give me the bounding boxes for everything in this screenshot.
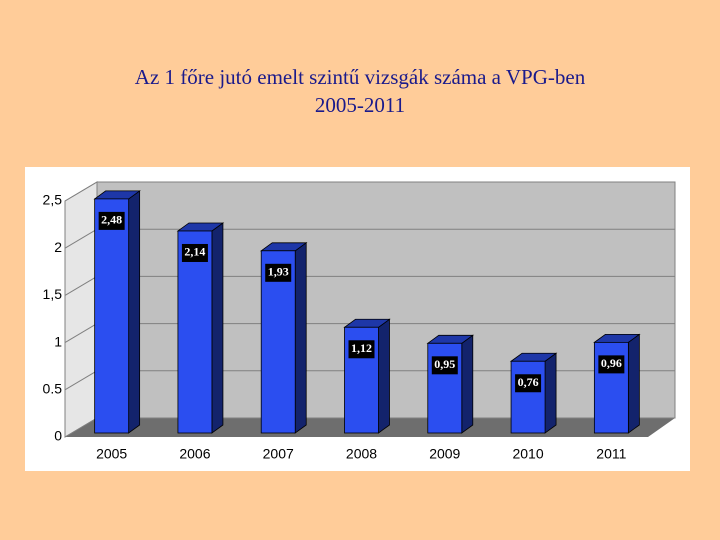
grid-line-side	[64, 181, 98, 202]
bar-front	[510, 360, 546, 434]
value-label-box	[265, 263, 292, 282]
bar	[343, 318, 391, 434]
x-tick-label: 2005	[96, 446, 127, 462]
y-tick-label: 1	[54, 333, 62, 349]
bar-front	[94, 198, 130, 434]
grid-line-side	[64, 370, 98, 391]
bar	[509, 352, 558, 434]
bar	[426, 334, 475, 434]
x-tick-label: 2010	[512, 446, 543, 462]
value-label-box	[98, 211, 125, 230]
value-label-box	[348, 340, 375, 359]
bar-front	[177, 230, 213, 434]
x-tick-label: 2007	[263, 446, 294, 462]
bar	[176, 222, 225, 434]
value-label: 2,14	[184, 245, 205, 259]
y-tick-label: 1,5	[43, 286, 63, 302]
value-label: 0,95	[434, 357, 455, 371]
value-label-box	[515, 374, 542, 393]
grid-line-side	[64, 228, 98, 249]
grid-line-side	[64, 275, 98, 296]
bar	[93, 190, 141, 434]
value-label: 0,96	[601, 356, 622, 370]
bar-side	[378, 318, 390, 434]
bar-side	[461, 334, 474, 434]
grid-line-side	[64, 417, 98, 438]
bar-side	[128, 190, 141, 434]
chart-subtitle: 2005-2011	[315, 93, 405, 117]
bar-side	[627, 333, 640, 434]
side-wall	[64, 181, 98, 438]
value-label: 0,76	[518, 375, 539, 389]
bar	[593, 333, 641, 434]
y-tick-label: 0.5	[43, 381, 63, 397]
chart-title: Az 1 főre jutó emelt szintű vizsgák szám…	[135, 65, 586, 89]
value-label-box	[431, 356, 458, 375]
value-label-box	[181, 243, 208, 262]
grid-line-side	[64, 323, 98, 344]
value-label: 1,93	[268, 265, 289, 279]
y-tick-label: 2	[54, 239, 62, 255]
value-label: 1,12	[351, 341, 372, 355]
x-tick-label: 2009	[429, 446, 460, 462]
value-label-box	[598, 355, 625, 374]
y-tick-label: 0	[54, 428, 62, 444]
value-label: 2,48	[101, 213, 122, 227]
bar-side	[544, 352, 557, 434]
x-tick-label: 2011	[596, 446, 626, 462]
x-tick-label: 2008	[346, 446, 377, 462]
x-tick-label: 2006	[179, 446, 210, 462]
y-tick-label: 2,5	[43, 192, 63, 208]
bar-side	[211, 222, 224, 434]
bars: 2,48 2,14 1,93 1,12 0,95 0,76 0,96	[93, 190, 641, 434]
bar-side	[294, 242, 307, 434]
